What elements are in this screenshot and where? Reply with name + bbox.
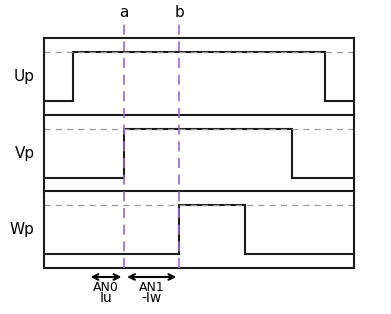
Text: Iu: Iu <box>100 291 112 305</box>
Text: Vp: Vp <box>14 146 35 161</box>
Text: AN0: AN0 <box>93 281 119 294</box>
Text: AN1: AN1 <box>139 281 165 294</box>
Text: Wp: Wp <box>10 222 35 237</box>
Text: a: a <box>120 5 129 20</box>
Text: Up: Up <box>14 69 35 84</box>
Text: -Iw: -Iw <box>142 291 162 305</box>
Text: b: b <box>174 5 184 20</box>
